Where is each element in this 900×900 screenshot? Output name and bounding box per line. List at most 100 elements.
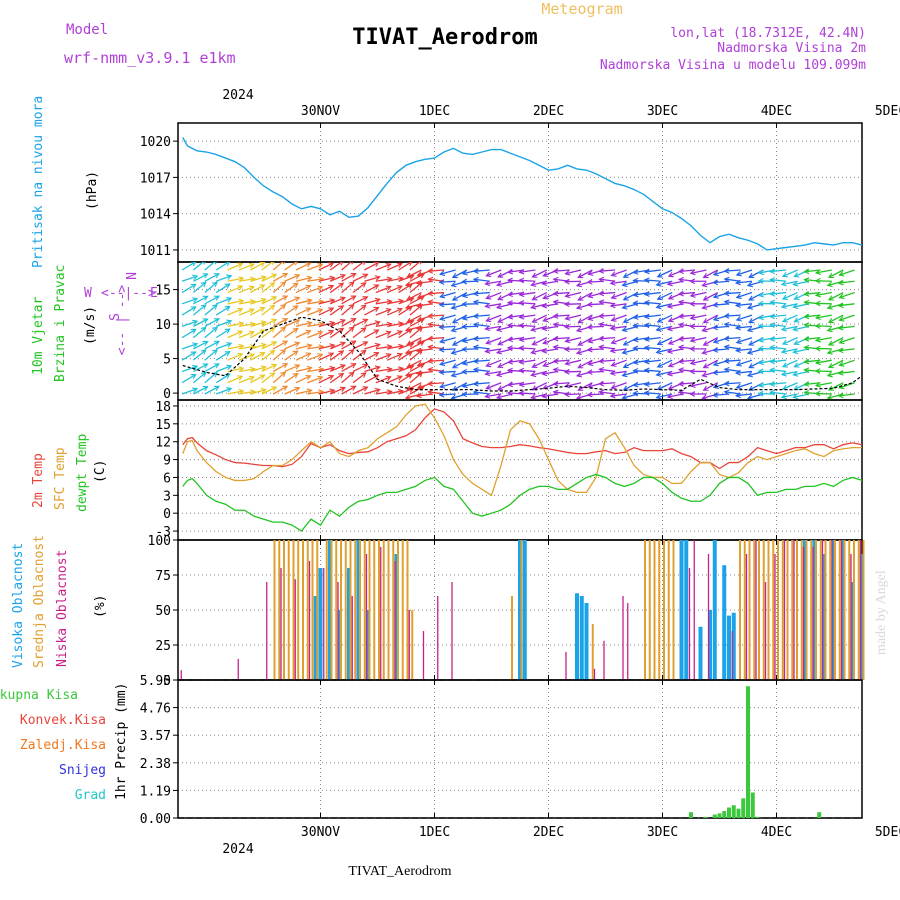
wind-arrowhead [362, 363, 369, 369]
wind-arrow [364, 298, 380, 305]
wind-arrowhead [484, 302, 491, 309]
cloud-unit: (%) [93, 595, 108, 618]
wind-arrowhead [677, 322, 684, 328]
wind-arrow [409, 363, 425, 373]
wind-arrow [375, 345, 392, 350]
wind-arrowhead [351, 262, 354, 265]
wind-arrowhead [306, 343, 313, 349]
wind-arrowhead [415, 347, 422, 354]
wind-arrowhead [348, 303, 355, 310]
wind-arrow [398, 275, 414, 282]
wind-arrowhead [542, 294, 549, 300]
wind-arrowhead [348, 371, 355, 378]
wind-arrow [204, 340, 220, 350]
wind-arrow [828, 291, 844, 301]
wind-arrowhead [329, 365, 336, 372]
wind-arrowhead [552, 290, 559, 297]
wind-arrowhead [643, 367, 650, 374]
wind-arrow [736, 382, 753, 389]
y-tick-label: 5.95 [140, 674, 171, 689]
wind-arrow [295, 307, 311, 316]
wind-arrow [690, 269, 707, 274]
wind-arrowhead [793, 317, 800, 323]
y-tick-label: 1014 [140, 208, 171, 223]
wind-arrowhead [506, 345, 513, 351]
dewpt-label: dewpt Temp [75, 434, 90, 512]
wind-arrowhead [329, 388, 336, 394]
wind-arrow [452, 314, 468, 324]
wind-arrowhead [792, 348, 799, 355]
wind-arrow [295, 367, 312, 373]
y-tick-label: 25 [155, 639, 171, 654]
wind-arrowhead [472, 299, 479, 306]
wind-arrow [215, 305, 231, 316]
wind-arrowhead [317, 263, 324, 269]
wind-arrow [261, 386, 277, 395]
wind-arrowhead [610, 293, 617, 300]
wind-arrow [409, 273, 425, 282]
wind-arrow [532, 291, 548, 301]
wind-arrowhead [404, 304, 411, 310]
wind-arrowhead [564, 270, 571, 276]
wind-arrow [318, 276, 335, 282]
wind-arrowhead [269, 304, 276, 311]
wind-arrowhead [632, 368, 639, 374]
wind-arrowhead [506, 322, 513, 329]
wind-arrow [387, 322, 404, 328]
wind-arrow [440, 382, 456, 388]
wind-arrow [782, 337, 798, 345]
wind-arrow [519, 392, 536, 395]
wind-arrow [724, 291, 741, 295]
wind-arrowhead [461, 292, 468, 299]
wind-arrowhead [803, 367, 810, 374]
wind-arrowhead [438, 324, 445, 330]
wind-arrowhead [472, 290, 479, 297]
wind-arrowhead [485, 294, 492, 300]
wind-arrowhead [350, 272, 357, 279]
wind-arrowhead [495, 326, 503, 333]
wind-arrow [679, 269, 696, 273]
wind-arrowhead [294, 364, 301, 370]
wind-arrow [713, 280, 730, 284]
wind-arrow [713, 393, 730, 397]
wind-arrow [261, 304, 275, 316]
wind-arrow [352, 296, 368, 305]
wind-arrowhead [769, 367, 776, 374]
wind-arrowhead [415, 325, 422, 331]
wind-arrow [375, 323, 392, 328]
wind-arrowhead [328, 352, 335, 358]
wind-arrowhead [461, 382, 468, 389]
wind-arrowhead [610, 271, 617, 277]
wind-arrow [215, 320, 232, 327]
sfctemp-line [182, 403, 862, 497]
wind-arrowhead [305, 307, 312, 313]
wind-arrowhead [734, 347, 741, 354]
wind-arrowhead [781, 294, 788, 300]
wind-arrow [295, 330, 311, 339]
wind-arrow [486, 291, 502, 300]
cloud-low-label: Niska Oblacnost [55, 550, 70, 667]
wind-arrow [657, 359, 673, 368]
wind-arrow [364, 306, 379, 316]
wind-arrowhead [260, 320, 267, 326]
wind-arrowhead [837, 369, 844, 376]
wind-arrowhead [271, 363, 278, 369]
wind-arrow [364, 374, 379, 384]
wind-arrowhead [577, 273, 584, 279]
wind-arrowhead [575, 281, 583, 288]
wind-arrowhead [396, 262, 403, 268]
wind-arrowhead [838, 293, 845, 300]
wind-arrow [736, 325, 753, 329]
wind-arrow [610, 370, 627, 375]
wind-arrow [204, 363, 220, 373]
wind-arrowhead [598, 389, 605, 396]
wind-arrow [272, 363, 288, 373]
wind-arrow [657, 382, 673, 391]
wind-arrow [386, 353, 403, 361]
wind-arrowhead [826, 304, 833, 310]
wind-arrow [364, 352, 379, 361]
wind-arrowhead [450, 281, 457, 288]
wind-arrowhead [484, 348, 491, 354]
wind-arrowhead [598, 321, 605, 328]
wind-arrowhead [838, 338, 845, 345]
